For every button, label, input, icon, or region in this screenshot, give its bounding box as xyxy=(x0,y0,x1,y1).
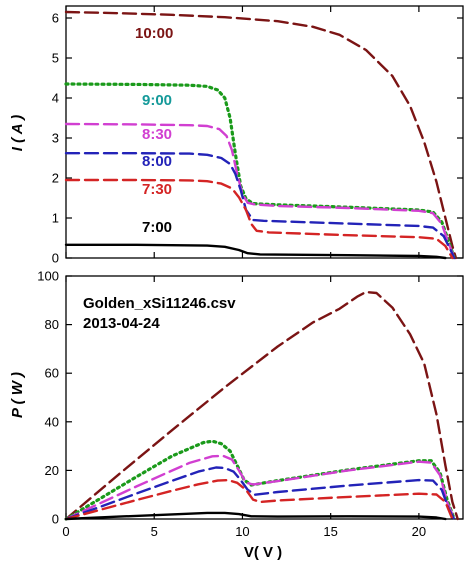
annotation-filename: Golden_xSi11246.csv xyxy=(83,295,236,312)
bottom-series-line-800 xyxy=(64,466,456,521)
bottom-ylabel: P ( W ) xyxy=(9,372,26,418)
top-ytick-label: 6 xyxy=(52,11,59,26)
bottom-ytick-label: 20 xyxy=(45,463,59,478)
top-ylabel: I ( A ) xyxy=(9,115,26,151)
bottom-ytick-label: 0 xyxy=(52,512,59,527)
bottom-series-line-900 xyxy=(64,439,456,521)
top-series-line-730 xyxy=(64,178,454,260)
top-series-line-1000 xyxy=(64,10,458,260)
series-label-0700: 7:00 xyxy=(142,219,172,236)
top-ytick-label: 1 xyxy=(52,211,59,226)
series-label-0830: 8:30 xyxy=(142,126,172,143)
bottom-ytick-label: 100 xyxy=(37,269,59,284)
series-label-1000: 10:00 xyxy=(135,25,173,42)
bottom-ytick-label: 60 xyxy=(45,366,59,381)
bottom-ytick-label: 40 xyxy=(45,414,59,429)
annotation-date: 2013-04-24 xyxy=(83,315,160,332)
bottom-xtick-label: 15 xyxy=(323,524,337,539)
top-ytick-label: 4 xyxy=(52,91,59,106)
bottom-xtick-label: 20 xyxy=(412,524,426,539)
bottom-xtick-label: 10 xyxy=(235,524,249,539)
bottom-plot-frame xyxy=(65,275,464,520)
bottom-xlabel: V( V ) xyxy=(244,544,282,561)
power-plot-panel: 0 5 10 15 20 0 20 40 60 80 100 xyxy=(37,269,464,539)
series-label-0730: 7:30 xyxy=(142,181,172,198)
top-series-line-700 xyxy=(64,243,447,260)
current-plot-panel: 0 1 2 3 4 5 6 xyxy=(52,5,464,266)
top-ytick-label: 0 xyxy=(52,251,59,266)
top-ytick-label: 2 xyxy=(52,171,59,186)
top-plot-frame xyxy=(65,5,464,259)
bottom-series-line-830 xyxy=(64,454,456,521)
top-ytick-label: 3 xyxy=(52,131,59,146)
series-label-0800: 8:00 xyxy=(142,153,172,170)
bottom-series-line-1000 xyxy=(64,290,459,521)
bottom-series-line-700 xyxy=(64,511,447,521)
series-label-0900: 9:00 xyxy=(142,92,172,109)
bottom-ytick-label: 80 xyxy=(45,317,59,332)
bottom-xtick-label: 0 xyxy=(62,524,69,539)
bottom-series-line-730 xyxy=(64,478,454,521)
top-series-line-830 xyxy=(64,122,456,260)
bottom-xtick-label: 5 xyxy=(151,524,158,539)
top-ytick-label: 5 xyxy=(52,51,59,66)
